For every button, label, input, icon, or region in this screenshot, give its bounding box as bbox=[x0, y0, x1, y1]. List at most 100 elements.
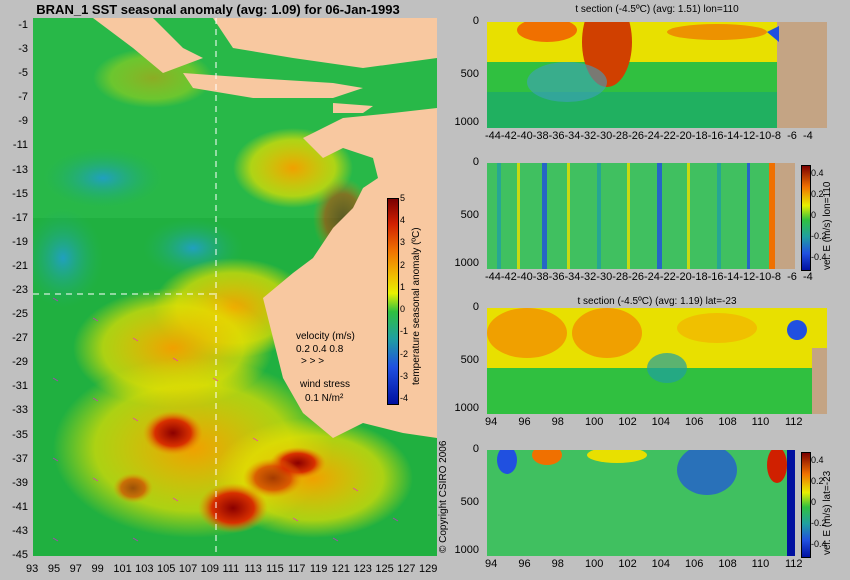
section-y-tick: 500 bbox=[460, 354, 479, 366]
map-title: BRAN_1 SST seasonal anomaly (avg: 1.09) … bbox=[36, 2, 400, 17]
map-x-tick: 125 bbox=[375, 563, 394, 575]
section-x-tick: -44 bbox=[485, 130, 501, 142]
section-x-tick: -30 bbox=[596, 271, 613, 283]
map-y-tick: -15 bbox=[12, 187, 28, 200]
section-x-tick: -10 bbox=[755, 271, 772, 283]
map-x-tick: 117 bbox=[288, 563, 306, 575]
section-x-tick: 102 bbox=[618, 416, 637, 428]
section-x-tick: 102 bbox=[618, 558, 637, 570]
map-y-tick: -33 bbox=[12, 404, 28, 417]
section-x-tick: 106 bbox=[685, 558, 704, 570]
section-x-tick: -32 bbox=[580, 271, 597, 283]
section-x-tick: 112 bbox=[785, 416, 803, 428]
section-y-tick: 1000 bbox=[454, 115, 479, 128]
sst-colorbar-tick: -4 bbox=[400, 393, 409, 403]
section-x-tick: -12 bbox=[739, 271, 756, 283]
section-x-tick: -8 bbox=[771, 130, 781, 142]
section-x-tick: 104 bbox=[651, 416, 671, 428]
map-y-tick: -43 bbox=[12, 524, 28, 537]
map-x-tick: 95 bbox=[47, 563, 61, 575]
map-y-tick: -13 bbox=[12, 163, 28, 176]
sst-colorbar-tick: 4 bbox=[400, 215, 406, 226]
map-y-tick: -41 bbox=[12, 500, 28, 513]
map-x-tick: 103 bbox=[135, 563, 154, 575]
map-y-tick: -29 bbox=[12, 356, 28, 369]
sst-colorbar-tick: 0 bbox=[400, 304, 406, 315]
map-y-tick: -1 bbox=[18, 19, 28, 31]
sst-colorbar-tick: -2 bbox=[400, 348, 409, 359]
map-y-tick: -31 bbox=[12, 380, 28, 393]
section-x-tick: 104 bbox=[651, 558, 671, 570]
map-x-tick: 113 bbox=[244, 563, 262, 575]
section-y-tick: 0 bbox=[472, 443, 479, 455]
section-x-tick: 98 bbox=[551, 416, 564, 428]
section-x-tick: -6 bbox=[787, 130, 797, 142]
map-x-tick: 101 bbox=[113, 563, 132, 575]
section-x-tick: -34 bbox=[564, 130, 581, 142]
section-x-tick: -44 bbox=[485, 271, 501, 283]
sst-colorbar-tick: 3 bbox=[400, 237, 406, 248]
section-x-tick: -30 bbox=[596, 130, 613, 142]
section-x-tick: -36 bbox=[548, 271, 565, 283]
map-y-tick: -3 bbox=[18, 43, 28, 56]
section-colorbar-tick: -0.4 bbox=[811, 252, 827, 262]
map-y-tick: -19 bbox=[12, 235, 28, 248]
map-y-tick: -17 bbox=[12, 211, 28, 224]
map-y-tick: -7 bbox=[18, 91, 28, 104]
map-x-tick: 109 bbox=[200, 563, 220, 575]
section-x-tick: -20 bbox=[675, 130, 692, 142]
section-x-tick: -32 bbox=[580, 130, 597, 142]
map-y-tick: -39 bbox=[12, 476, 28, 489]
map-y-tick: -27 bbox=[12, 332, 28, 345]
map-x-tick: 127 bbox=[397, 563, 416, 575]
section-colorbar-tick: 0 bbox=[811, 497, 817, 507]
sst-colorbar-tick: 1 bbox=[400, 281, 406, 292]
section-y-tick: 500 bbox=[460, 496, 479, 508]
section-x-tick: 94 bbox=[485, 558, 498, 570]
section-x-tick: -20 bbox=[675, 271, 692, 283]
section-y-tick: 1000 bbox=[454, 256, 479, 269]
velocity-legend-values: 0.2 0.4 0.8 bbox=[296, 344, 344, 355]
section1-plot bbox=[487, 22, 827, 128]
sst-colorbar-tick: -3 bbox=[400, 370, 409, 381]
section-x-tick: 106 bbox=[685, 416, 704, 428]
map-x-tick: 119 bbox=[309, 563, 328, 575]
section-x-tick: -16 bbox=[707, 130, 724, 142]
sst-colorbar bbox=[387, 198, 399, 405]
section-x-tick: -8 bbox=[771, 271, 781, 283]
section2-plot bbox=[487, 163, 795, 269]
section-colorbar-tick: 0.4 bbox=[811, 168, 824, 178]
section-x-tick: -18 bbox=[691, 271, 708, 283]
section-x-tick: 96 bbox=[518, 416, 531, 428]
map-y-tick: -23 bbox=[12, 284, 28, 296]
section-x-tick: 100 bbox=[585, 558, 604, 570]
section-x-tick: -14 bbox=[723, 130, 740, 142]
section-x-tick: 110 bbox=[751, 558, 770, 570]
map-y-tick: -37 bbox=[12, 452, 28, 465]
section-x-tick: -26 bbox=[628, 130, 644, 142]
section-x-tick: -26 bbox=[628, 271, 644, 283]
section-colorbar-tick: 0.2 bbox=[811, 476, 824, 486]
section-x-tick: -22 bbox=[659, 271, 676, 283]
section-x-tick: 94 bbox=[485, 416, 498, 428]
section-x-tick: -42 bbox=[500, 130, 517, 142]
section-x-tick: 96 bbox=[518, 558, 531, 570]
section-x-tick: -40 bbox=[516, 271, 533, 283]
section-x-tick: -36 bbox=[548, 130, 565, 142]
section-colorbar-tick: 0.2 bbox=[811, 189, 824, 199]
map-x-tick: 121 bbox=[331, 563, 351, 575]
section4-plot bbox=[487, 450, 795, 556]
sst-colorbar-label: temperature seasonal anomaly (ºC) bbox=[411, 227, 422, 385]
map-y-tick: -45 bbox=[12, 549, 28, 561]
section-x-tick: 98 bbox=[551, 558, 564, 570]
section2-colorbar-label: vel. E (m/s) lon=110 bbox=[822, 181, 833, 270]
section-colorbar-tick: -0.4 bbox=[811, 539, 827, 549]
section-x-tick: -24 bbox=[644, 271, 660, 283]
map-x-tick: 123 bbox=[353, 563, 372, 575]
map-y-tick: -21 bbox=[12, 259, 28, 272]
map-x-tick: 111 bbox=[222, 563, 240, 575]
section-y-tick: 1000 bbox=[454, 543, 479, 556]
section-y-tick: 500 bbox=[460, 68, 479, 80]
section3-plot bbox=[487, 308, 827, 414]
section-x-tick: -22 bbox=[659, 130, 676, 142]
